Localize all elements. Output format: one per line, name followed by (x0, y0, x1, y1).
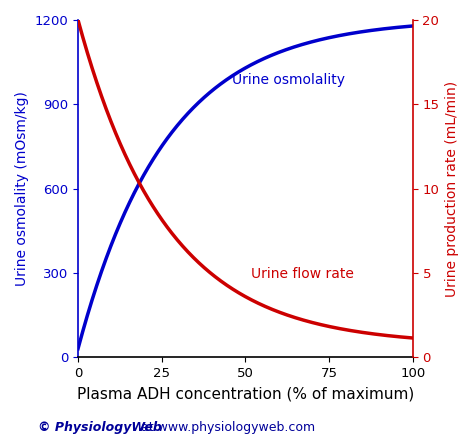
Text: © PhysiologyWeb: © PhysiologyWeb (38, 422, 162, 434)
Y-axis label: Urine osmolality (mOsm/kg): Urine osmolality (mOsm/kg) (15, 91, 29, 286)
X-axis label: Plasma ADH concentration (% of maximum): Plasma ADH concentration (% of maximum) (77, 387, 414, 402)
Y-axis label: Urine production rate (mL/min): Urine production rate (mL/min) (445, 80, 459, 297)
Text: Urine osmolality: Urine osmolality (232, 73, 346, 87)
Text: Urine flow rate: Urine flow rate (251, 267, 354, 281)
Text: at www.physiologyweb.com: at www.physiologyweb.com (137, 422, 316, 434)
